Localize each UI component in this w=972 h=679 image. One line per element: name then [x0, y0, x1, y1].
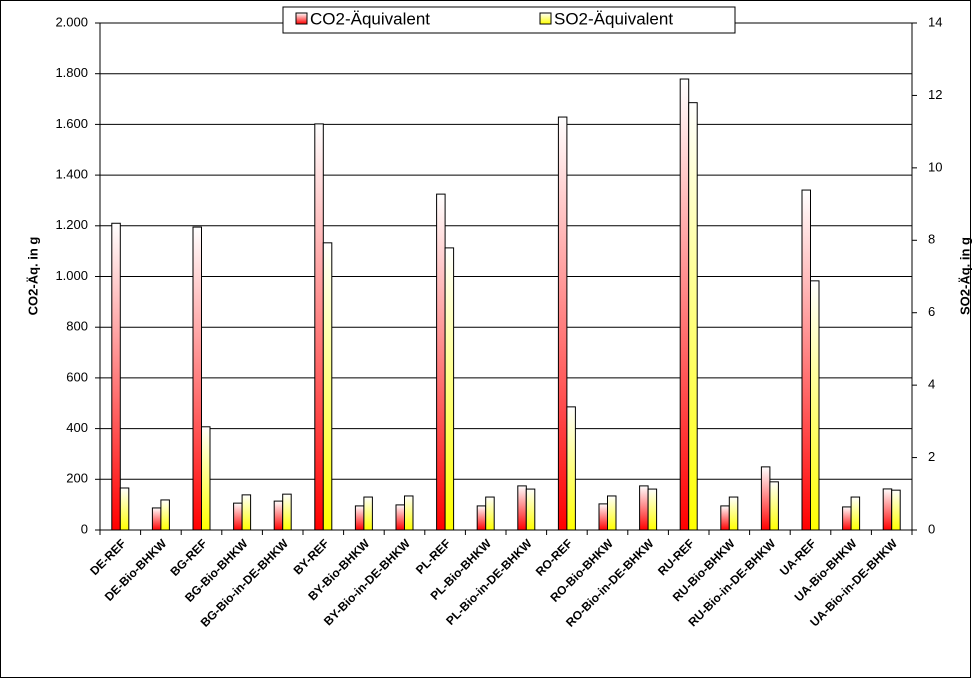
- bar: [192, 226, 202, 531]
- y2-tick-label: 6: [928, 304, 935, 319]
- bar: [891, 489, 901, 531]
- bar: [436, 193, 446, 531]
- y-tick-label: 1.600: [55, 116, 88, 131]
- bar: [801, 189, 811, 531]
- bar: [517, 485, 527, 531]
- bar: [607, 495, 617, 531]
- bar: [850, 496, 861, 531]
- bar: [882, 488, 893, 531]
- bar: [273, 500, 284, 531]
- bar: [810, 280, 820, 531]
- legend-swatch: [539, 12, 552, 25]
- bar: [728, 496, 739, 531]
- bar: [639, 485, 649, 531]
- y-tick-label: 800: [66, 319, 88, 334]
- bar: [160, 499, 170, 531]
- bar: [444, 247, 455, 531]
- y-tick-label: 400: [66, 420, 88, 435]
- bar: [201, 426, 211, 531]
- y-axis-label: CO2-Äq. in g: [25, 237, 40, 316]
- bar: [720, 505, 730, 531]
- y2-tick-label: 12: [928, 87, 942, 102]
- bar: [598, 503, 608, 531]
- legend-label: CO2-Äquivalent: [310, 9, 430, 28]
- bar: [769, 481, 779, 531]
- bar: [233, 502, 243, 531]
- bar: [404, 495, 414, 531]
- y2-tick-label: 10: [928, 159, 942, 174]
- bar: [647, 488, 658, 531]
- bar: [354, 505, 365, 531]
- y2-tick-label: 8: [928, 232, 935, 247]
- bar: [557, 116, 568, 531]
- legend-label: SO2-Äquivalent: [554, 9, 673, 28]
- legend: [282, 6, 736, 34]
- y-tick-label: 1.000: [55, 268, 88, 283]
- bar: [566, 406, 576, 531]
- bar: [322, 242, 333, 531]
- bar: [525, 488, 536, 531]
- legend-swatch: [295, 12, 308, 25]
- bar: [476, 505, 487, 531]
- bar: [688, 102, 698, 531]
- bar: [842, 506, 852, 531]
- bar: [395, 504, 405, 531]
- y-tick-label: 0: [81, 521, 88, 536]
- bar: [363, 496, 373, 531]
- y-tick-label: 600: [66, 369, 88, 384]
- y2-tick-label: 14: [928, 14, 942, 29]
- y2-tick-label: 4: [928, 377, 935, 392]
- y-tick-label: 1.200: [55, 217, 88, 232]
- bar: [111, 222, 121, 531]
- y-tick-label: 1.400: [55, 167, 88, 182]
- bar: [485, 496, 495, 531]
- y-tick-label: 200: [66, 471, 88, 486]
- bar: [241, 494, 252, 531]
- bar: [119, 487, 130, 531]
- y2-tick-label: 0: [928, 521, 935, 536]
- bar: [760, 466, 771, 531]
- y2-axis-label: SO2-Äq. in g: [957, 237, 972, 315]
- bar: [679, 78, 690, 531]
- bar: [314, 123, 324, 531]
- y2-tick-label: 2: [928, 449, 935, 464]
- bar: [151, 507, 162, 531]
- y-tick-label: 2.000: [55, 14, 88, 29]
- bar: [282, 493, 292, 531]
- y-tick-label: 1.800: [55, 65, 88, 80]
